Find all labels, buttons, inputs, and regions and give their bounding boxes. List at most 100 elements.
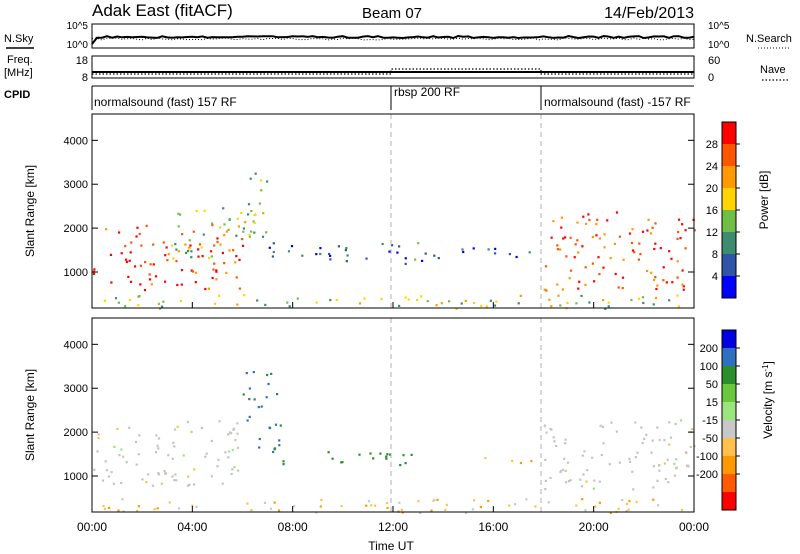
colorbar-swatch: [722, 474, 736, 493]
power-cell: [223, 223, 226, 226]
power-cell: [464, 299, 467, 302]
velocity-cell: [564, 438, 567, 441]
velocity-cell: [471, 508, 474, 511]
power-cell: [227, 228, 230, 231]
colorbar-tick-label: 15: [706, 397, 718, 409]
freq-tick-top: 18: [76, 55, 88, 67]
power-cell: [602, 266, 605, 269]
velocity-cell: [385, 501, 389, 505]
velocity-cell: [113, 445, 116, 448]
velocity-cell: [279, 424, 282, 427]
date-title: 14/Feb/2013: [604, 5, 694, 22]
velocity-cell: [561, 468, 565, 471]
power-cell: [398, 304, 401, 307]
power-cell: [682, 285, 685, 288]
power-cell: [215, 278, 218, 281]
power-cell: [130, 241, 133, 244]
power-cell: [677, 305, 680, 308]
power-cell: [192, 230, 195, 233]
cpid-segment-2: rbsp 200 RF: [394, 85, 460, 99]
power-cell: [252, 220, 255, 223]
power-cell: [127, 275, 130, 278]
power-cell: [223, 234, 226, 237]
power-cell: [641, 296, 645, 299]
velocity-cell: [230, 472, 233, 476]
power-cell: [124, 245, 127, 248]
power-cell: [462, 250, 465, 254]
velocity-cell: [625, 510, 628, 513]
power-cell: [238, 287, 241, 290]
velocity-cell: [575, 504, 578, 507]
velocity-cell: [138, 434, 141, 437]
power-cell: [150, 283, 153, 286]
power-cell: [194, 271, 198, 274]
velocity-cell: [173, 428, 177, 431]
power-cell: [654, 222, 657, 225]
time-axis-label: Time UT: [368, 539, 414, 553]
velocity-cell: [137, 505, 140, 508]
velocity-cell: [248, 387, 251, 390]
cpid-row: CPID normalsound (fast) 157 RF rbsp 200 …: [4, 85, 694, 110]
power-cell: [211, 276, 214, 280]
power-cell: [218, 294, 221, 297]
velocity-cell: [651, 439, 654, 442]
power-cell: [677, 231, 680, 234]
velocity-cell: [640, 426, 643, 429]
power-cell: [272, 250, 275, 254]
power-cell: [117, 301, 120, 304]
velocity-cell: [675, 467, 678, 470]
power-cell: [210, 255, 213, 258]
power-cell: [234, 261, 237, 264]
velocity-cell: [268, 426, 271, 429]
power-cell: [329, 254, 332, 257]
velocity-cell: [135, 463, 138, 466]
velocity-cell: [592, 487, 595, 490]
colorbar-swatch: [722, 402, 736, 421]
velocity-cell: [153, 508, 156, 511]
power-cell: [584, 266, 587, 269]
colorbar-swatch: [722, 122, 736, 145]
power-cell: [203, 209, 206, 212]
power-cell: [646, 269, 649, 273]
velocity-cell: [293, 504, 296, 508]
power-cell: [253, 231, 256, 234]
power-cell: [136, 226, 139, 229]
velocity-cell: [160, 482, 163, 485]
velocity-cell: [634, 421, 637, 424]
power-cell: [460, 302, 463, 305]
power-cell: [219, 226, 222, 229]
power-cell: [662, 279, 665, 282]
power-cell: [676, 260, 679, 263]
power-cell: [638, 242, 641, 245]
velocity-cell: [248, 415, 251, 418]
power-cell: [517, 302, 520, 305]
search-tick-top: 10^5: [708, 21, 730, 32]
power-cell: [242, 227, 245, 230]
velocity-cell: [543, 425, 546, 428]
power-cell: [149, 263, 152, 266]
power-cell: [550, 236, 553, 239]
power-cell: [595, 234, 598, 237]
ytick-label: 4000: [64, 135, 88, 147]
colorbar-swatch: [722, 210, 736, 233]
power-cell: [143, 289, 147, 292]
power-cell: [187, 250, 190, 253]
power-cell: [628, 232, 632, 235]
velocity-cell: [399, 464, 402, 467]
colorbar-swatch: [722, 232, 736, 255]
power-region-2: [242, 172, 269, 238]
power-cell: [519, 294, 522, 297]
power-cell: [653, 278, 656, 282]
velocity-cell: [175, 479, 178, 482]
power-cell: [225, 230, 228, 233]
power-cell: [128, 298, 131, 302]
velocity-cell: [404, 462, 407, 465]
power-cell: [212, 268, 215, 271]
power-cell: [315, 301, 318, 304]
power-cell: [480, 304, 483, 307]
power-cell: [638, 297, 641, 300]
power-cell: [346, 254, 349, 257]
power-cell: [329, 258, 332, 261]
power-cell: [165, 246, 168, 249]
power-cell: [137, 304, 140, 307]
